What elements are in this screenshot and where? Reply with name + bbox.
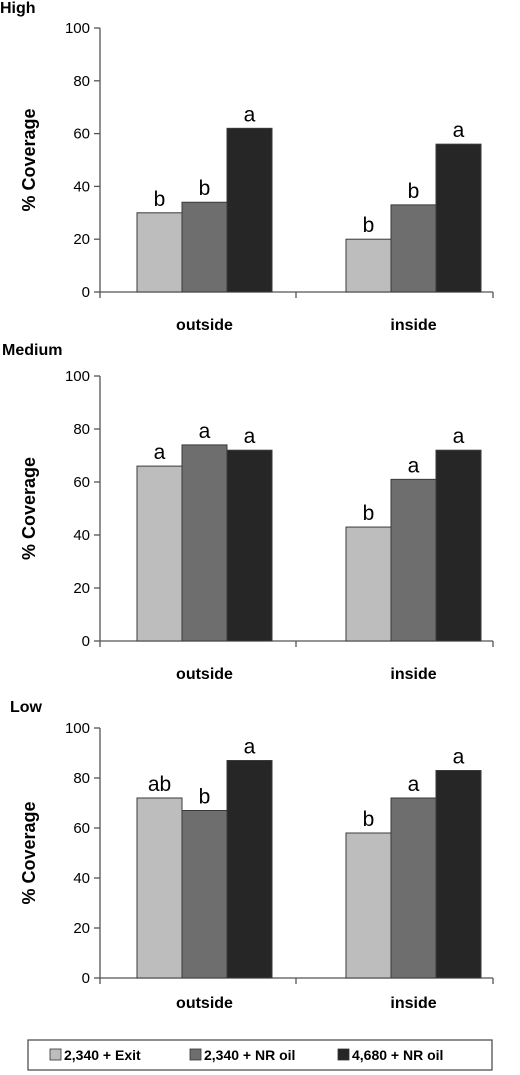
legend-box xyxy=(27,1039,493,1071)
x-category-label: outside xyxy=(176,666,233,683)
panel-title: Low xyxy=(10,699,43,716)
x-category-label: inside xyxy=(390,317,436,334)
legend-entry: 2,340 + Exit xyxy=(64,1047,141,1063)
chart-panel-1: Medium 0 20 40 60 80 100 % Coverage a b a a a a outsid… xyxy=(2,342,494,683)
bar xyxy=(345,238,392,293)
y-axis-label: % Coverage xyxy=(19,801,39,904)
legend-entry: 4,680 + NR oil xyxy=(352,1047,443,1063)
bar xyxy=(390,797,437,979)
bar-significance-label: a xyxy=(408,454,420,477)
bar xyxy=(226,449,273,642)
y-axis-label: % Coverage xyxy=(19,457,39,560)
legend-swatch xyxy=(49,1048,62,1061)
bar xyxy=(435,449,482,642)
legend-swatch xyxy=(189,1048,202,1061)
chart-panel-2: Low 0 20 40 60 80 100 % Coverage ab b b a a a outside i… xyxy=(10,699,494,1012)
y-tick-label: 80 xyxy=(73,770,90,787)
bar-significance-label: ab xyxy=(148,773,171,796)
bar xyxy=(435,143,482,293)
y-tick-label: 20 xyxy=(73,920,90,937)
y-tick-label: 0 xyxy=(82,633,90,650)
y-tick-label: 0 xyxy=(82,970,90,987)
bar-significance-label: a xyxy=(244,103,256,126)
bar-significance-label: a xyxy=(453,746,465,769)
bar-significance-label: a xyxy=(244,736,256,759)
y-tick-label: 60 xyxy=(73,474,90,491)
y-tick-label: 60 xyxy=(73,126,90,143)
y-tick-label: 100 xyxy=(65,20,90,37)
bar xyxy=(390,204,437,293)
y-tick-label: 100 xyxy=(65,368,90,385)
y-tick-label: 40 xyxy=(73,527,90,544)
bar-significance-label: a xyxy=(154,441,166,464)
y-tick-label: 80 xyxy=(73,421,90,438)
legend-swatch xyxy=(337,1048,350,1061)
bar-significance-label: b xyxy=(408,180,420,203)
x-category-label: inside xyxy=(390,666,436,683)
bar-significance-label: a xyxy=(453,119,465,142)
legend-entry: 2,340 + NR oil xyxy=(204,1047,295,1063)
bar-significance-label: a xyxy=(453,425,465,448)
legend: 2,340 + Exit 2,340 + NR oil 4,680 + NR oil xyxy=(27,1039,493,1071)
bar xyxy=(226,760,273,979)
bar xyxy=(181,201,228,293)
y-tick-label: 40 xyxy=(73,870,90,887)
y-tick-label: 0 xyxy=(82,284,90,301)
bar-significance-label: b xyxy=(154,188,166,211)
panel-title: Medium xyxy=(2,342,62,359)
bar-significance-label: b xyxy=(363,214,375,237)
bar-significance-label: b xyxy=(363,502,375,525)
bar-significance-label: a xyxy=(199,420,211,443)
y-tick-label: 60 xyxy=(73,820,90,837)
bar-significance-label: b xyxy=(363,808,375,831)
y-tick-label: 100 xyxy=(65,720,90,737)
bar xyxy=(136,465,183,642)
y-axis-label: % Coverage xyxy=(19,108,39,211)
bar-significance-label: b xyxy=(199,786,211,809)
bar xyxy=(345,832,392,979)
bar xyxy=(181,444,228,642)
bar-significance-label: a xyxy=(244,425,256,448)
bar xyxy=(181,810,228,979)
panel-title: High xyxy=(0,0,36,17)
y-tick-label: 20 xyxy=(73,231,90,248)
bar-significance-label: b xyxy=(199,177,211,200)
y-tick-label: 20 xyxy=(73,580,90,597)
bar xyxy=(390,478,437,642)
bar xyxy=(435,770,482,979)
x-category-label: outside xyxy=(176,317,233,334)
bar xyxy=(136,212,183,293)
x-category-label: outside xyxy=(176,995,233,1012)
y-tick-label: 40 xyxy=(73,178,90,195)
chart-panel-0: High 0 20 40 60 80 100 % Coverage b b b b a a outside i… xyxy=(0,0,494,334)
bar xyxy=(226,127,273,293)
bar xyxy=(345,526,392,642)
x-category-label: inside xyxy=(390,995,436,1012)
bar xyxy=(136,797,183,979)
y-tick-label: 80 xyxy=(73,73,90,90)
bar-significance-label: a xyxy=(408,773,420,796)
